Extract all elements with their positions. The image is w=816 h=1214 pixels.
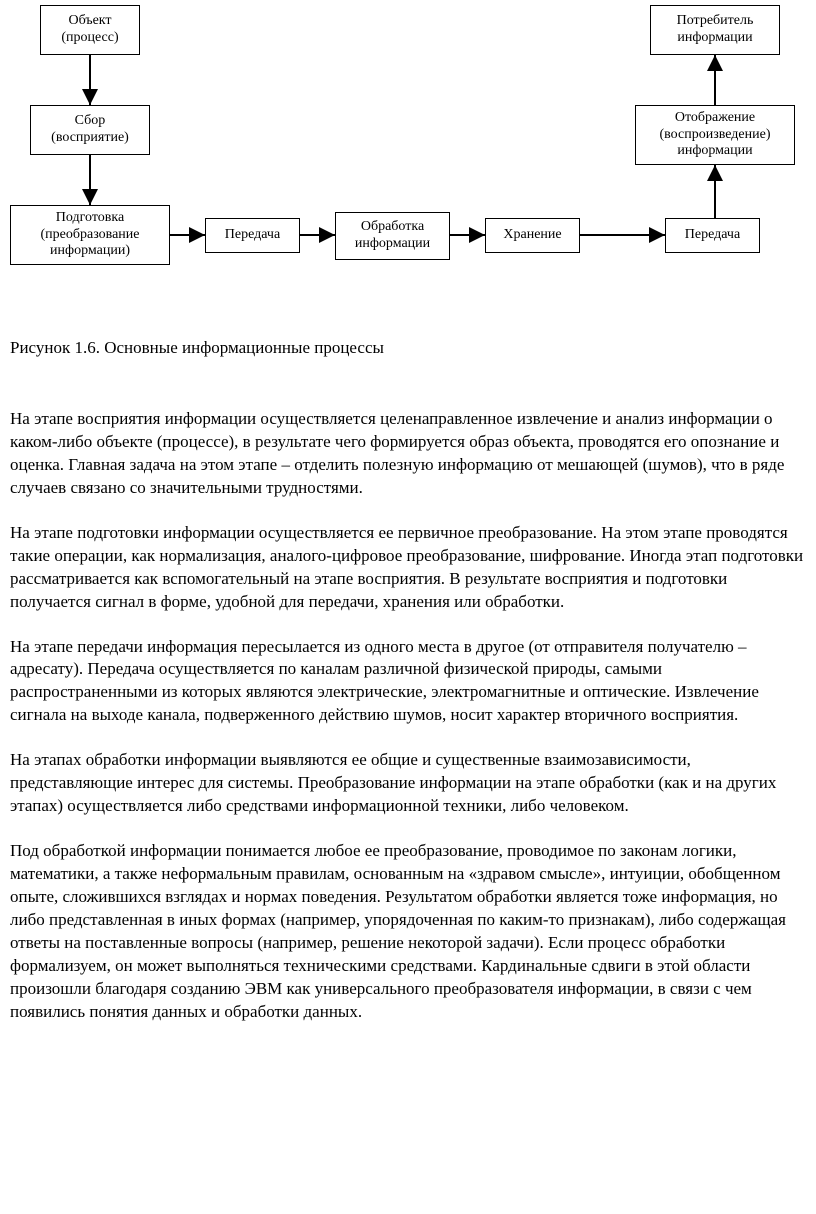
flowchart-node-n4: Передача — [205, 218, 300, 253]
document-page: Объект (процесс) Сбор (восприятие) Подгото… — [0, 0, 816, 1076]
flowchart-node-n8: Отображение (воспроизведение) информации — [635, 105, 795, 165]
flowchart-node-n5: Обработка информации — [335, 212, 450, 260]
flowchart-node-n6: Хранение — [485, 218, 580, 253]
flowchart-node-n3: Подготовка (преобразование информации) — [10, 205, 170, 265]
paragraph-4: На этапах обработки информации выявляютс… — [10, 749, 806, 818]
paragraph-2: На этапе подготовки информации осуществл… — [10, 522, 806, 614]
flowchart-node-n9: Потребитель информации — [650, 5, 780, 55]
paragraph-1: На этапе восприятия информации осуществл… — [10, 408, 806, 500]
flowchart-node-n7: Передача — [665, 218, 760, 253]
figure-caption: Рисунок 1.6. Основные информационные про… — [10, 338, 806, 358]
body-text: На этапе восприятия информации осуществл… — [10, 408, 806, 1024]
paragraph-5: Под обработкой информации понимается люб… — [10, 840, 806, 1024]
paragraph-3: На этапе передачи информация пересылаетс… — [10, 636, 806, 728]
flowchart-diagram: Объект (процесс) Сбор (восприятие) Подгото… — [10, 0, 806, 330]
flowchart-node-n1: Объект (процесс) — [40, 5, 140, 55]
flowchart-node-n2: Сбор (восприятие) — [30, 105, 150, 155]
